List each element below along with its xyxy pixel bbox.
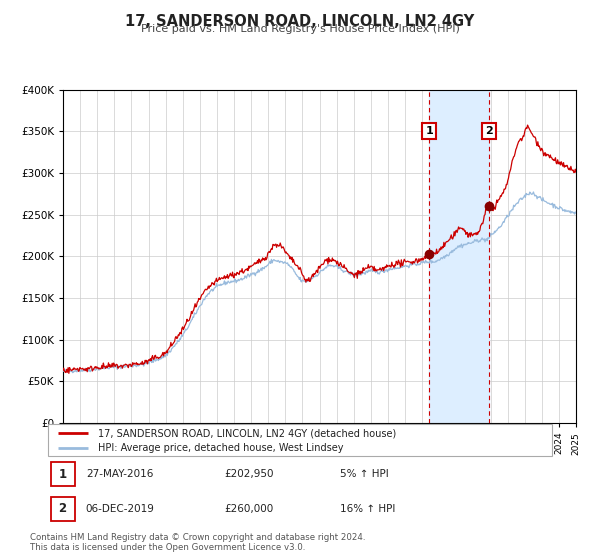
Text: 17, SANDERSON ROAD, LINCOLN, LN2 4GY: 17, SANDERSON ROAD, LINCOLN, LN2 4GY [125, 14, 475, 29]
Text: 2: 2 [59, 502, 67, 515]
FancyBboxPatch shape [48, 424, 552, 456]
Text: £202,950: £202,950 [224, 469, 274, 479]
Text: 17, SANDERSON ROAD, LINCOLN, LN2 4GY (detached house): 17, SANDERSON ROAD, LINCOLN, LN2 4GY (de… [98, 428, 397, 438]
Text: 5% ↑ HPI: 5% ↑ HPI [340, 469, 389, 479]
Text: This data is licensed under the Open Government Licence v3.0.: This data is licensed under the Open Gov… [30, 543, 305, 552]
Text: 1: 1 [425, 126, 433, 136]
Text: £260,000: £260,000 [224, 504, 274, 514]
Text: 06-DEC-2019: 06-DEC-2019 [86, 504, 155, 514]
Text: 16% ↑ HPI: 16% ↑ HPI [340, 504, 395, 514]
Text: 1: 1 [59, 468, 67, 480]
Text: 2: 2 [485, 126, 493, 136]
FancyBboxPatch shape [50, 497, 75, 521]
Text: HPI: Average price, detached house, West Lindsey: HPI: Average price, detached house, West… [98, 443, 344, 453]
FancyBboxPatch shape [50, 462, 75, 486]
Bar [429, 90, 489, 423]
Text: Contains HM Land Registry data © Crown copyright and database right 2024.: Contains HM Land Registry data © Crown c… [30, 533, 365, 542]
Bar [576, 90, 584, 423]
Text: 27-MAY-2016: 27-MAY-2016 [86, 469, 153, 479]
Text: Price paid vs. HM Land Registry's House Price Index (HPI): Price paid vs. HM Land Registry's House … [140, 24, 460, 34]
